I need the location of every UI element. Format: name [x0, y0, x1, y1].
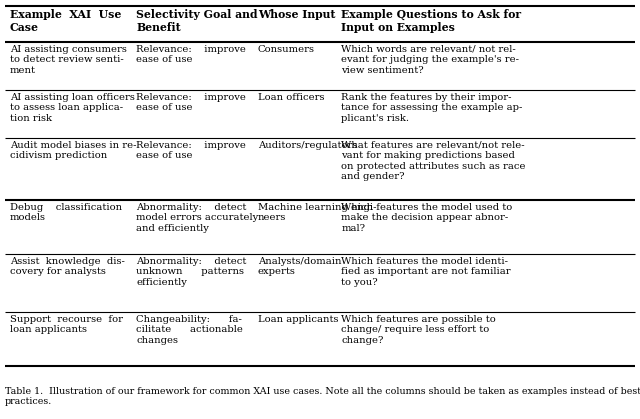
Text: Relevance:    improve
ease of use: Relevance: improve ease of use [136, 45, 246, 65]
Text: What features are relevant/not rele-
vant for making predictions based
on protec: What features are relevant/not rele- van… [341, 141, 525, 181]
Text: Which features are possible to
change/ require less effort to
change?: Which features are possible to change/ r… [341, 315, 496, 345]
Text: Rank the features by their impor-
tance for assessing the example ap-
plicant's : Rank the features by their impor- tance … [341, 93, 523, 123]
Text: Assist  knowledge  dis-
covery for analysts: Assist knowledge dis- covery for analyst… [10, 257, 125, 277]
Text: Changeability:      fa-
cilitate      actionable
changes: Changeability: fa- cilitate actionable c… [136, 315, 243, 345]
Text: Example  XAI  Use
Case: Example XAI Use Case [10, 9, 121, 33]
Text: Whose Input: Whose Input [258, 9, 335, 20]
Text: Which words are relevant/ not rel-
evant for judging the example's re-
view sent: Which words are relevant/ not rel- evant… [341, 45, 519, 75]
Text: Which features the model identi-
fied as important are not familiar
to you?: Which features the model identi- fied as… [341, 257, 511, 287]
Text: Relevance:    improve
ease of use: Relevance: improve ease of use [136, 141, 246, 160]
Text: Audit model biases in re-
cidivism prediction: Audit model biases in re- cidivism predi… [10, 141, 136, 160]
Text: Machine learning engi-
neers: Machine learning engi- neers [258, 203, 376, 222]
Text: Consumers: Consumers [258, 45, 315, 54]
Text: Abnormality:    detect
unknown      patterns
efficiently: Abnormality: detect unknown patterns eff… [136, 257, 247, 287]
Text: Selectivity Goal and
Benefit: Selectivity Goal and Benefit [136, 9, 258, 33]
Text: AI assisting consumers
to detect review senti-
ment: AI assisting consumers to detect review … [10, 45, 127, 75]
Text: Table 1.  Illustration of our framework for common XAI use cases. Note all the c: Table 1. Illustration of our framework f… [5, 387, 640, 406]
Text: Auditors/regulators: Auditors/regulators [258, 141, 357, 150]
Text: Relevance:    improve
ease of use: Relevance: improve ease of use [136, 93, 246, 112]
Text: Loan applicants: Loan applicants [258, 315, 339, 324]
Text: Abnormality:    detect
model errors accurately
and efficiently: Abnormality: detect model errors accurat… [136, 203, 259, 233]
Text: Debug    classification
models: Debug classification models [10, 203, 122, 222]
Text: Loan officers: Loan officers [258, 93, 324, 102]
Text: AI assisting loan officers
to assess loan applica-
tion risk: AI assisting loan officers to assess loa… [10, 93, 134, 123]
Text: Which features the model used to
make the decision appear abnor-
mal?: Which features the model used to make th… [341, 203, 513, 233]
Text: Example Questions to Ask for
Input on Examples: Example Questions to Ask for Input on Ex… [341, 9, 522, 33]
Text: Analysts/domain
experts: Analysts/domain experts [258, 257, 342, 277]
Text: Support  recourse  for
loan applicants: Support recourse for loan applicants [10, 315, 123, 334]
